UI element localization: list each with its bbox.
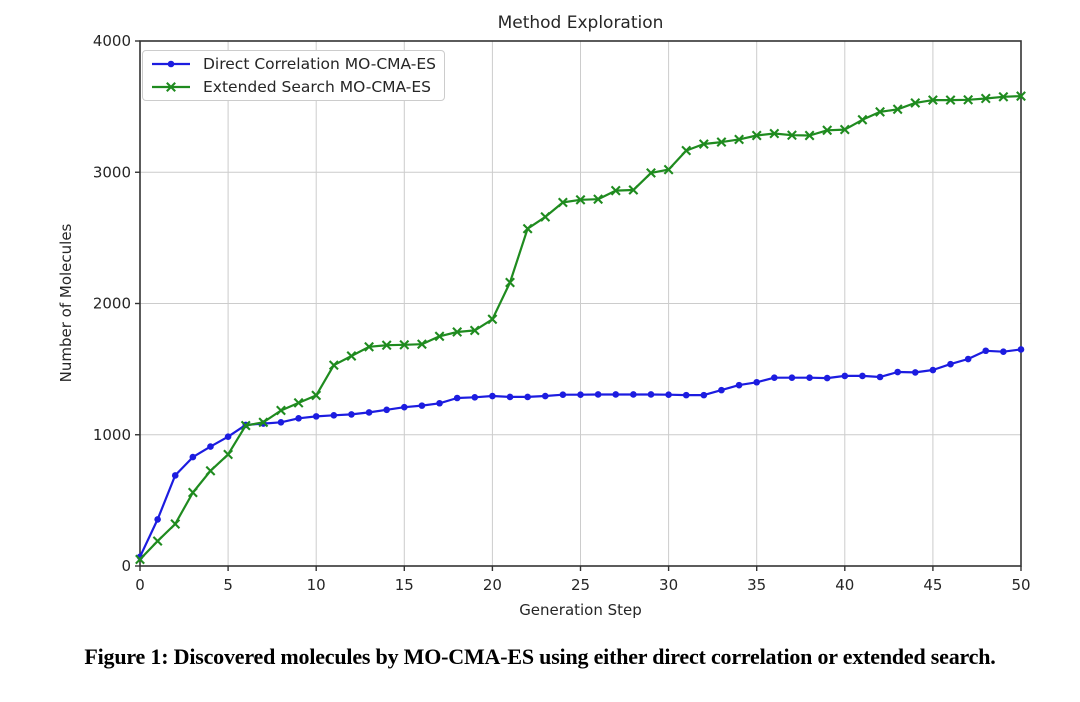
y-tick-label: 1000 (93, 426, 131, 444)
x-tick-label: 45 (923, 576, 942, 594)
plot-canvas: 0 5 10 15 20 25 30 35 40 45 50 0 1000 2000 3000 4000 (93, 32, 1031, 594)
y-tick-label: 0 (121, 557, 131, 575)
legend-line-sample-circle-marker (152, 61, 190, 68)
legend: Direct Correlation MO-CMA-ES Extended Se… (142, 50, 445, 101)
x-tick-label: 40 (835, 576, 854, 594)
line-chart: Method Exploration Number of Molecules 0… (57, 13, 1031, 619)
legend-entry-extended-search: Extended Search MO-CMA-ES (149, 76, 438, 98)
legend-entry-direct-correlation: Direct Correlation MO-CMA-ES (149, 53, 438, 75)
x-tick-label: 10 (307, 576, 326, 594)
x-tick-label: 0 (135, 576, 145, 594)
legend-label: Extended Search MO-CMA-ES (203, 77, 432, 96)
y-tick-label: 2000 (93, 295, 131, 313)
x-tick-label: 25 (571, 576, 590, 594)
x-tick-label: 35 (747, 576, 766, 594)
x-tick-label: 5 (223, 576, 233, 594)
x-tick-label: 20 (483, 576, 502, 594)
legend-line-sample-x-marker (152, 81, 190, 92)
figure-caption: Figure 1: Discovered molecules by MO-CMA… (84, 644, 996, 669)
chart-title: Method Exploration (497, 13, 664, 33)
x-tick-label: 50 (1011, 576, 1030, 594)
x-axis-label: Generation Step (519, 601, 642, 619)
y-tick-label: 4000 (93, 32, 131, 50)
x-tick-label: 30 (659, 576, 678, 594)
y-tick-label: 3000 (93, 163, 131, 181)
x-tick-label: 15 (395, 576, 414, 594)
legend-label: Direct Correlation MO-CMA-ES (203, 55, 437, 74)
